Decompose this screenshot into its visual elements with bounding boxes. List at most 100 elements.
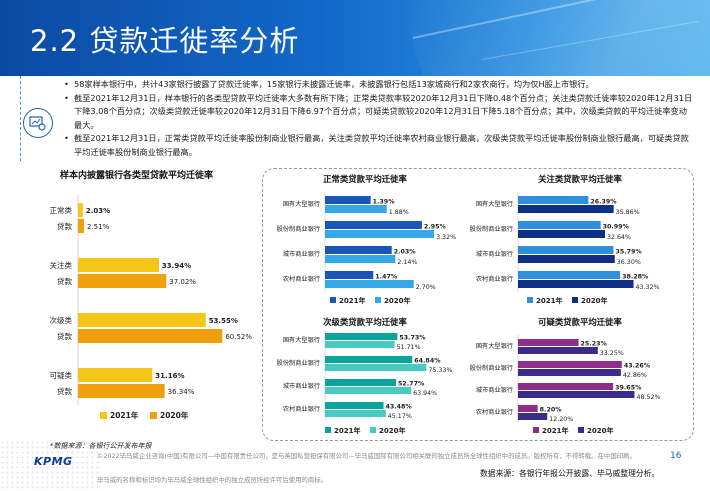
category-label: 城市商业银行 [476, 250, 513, 258]
dot-pattern [0, 440, 100, 491]
bar-2020 [325, 410, 386, 417]
category-label: 股份制商业银行 [470, 364, 513, 372]
data-label: 2.51% [87, 223, 110, 231]
data-label: 12.20% [549, 416, 573, 423]
category-label: 农村商业银行 [476, 408, 513, 416]
legend-swatch-2020 [370, 427, 376, 433]
data-label: 53.55% [209, 317, 238, 325]
disclaimer-text: 毕马威的名称和标识均为毕马威全球性组织中的独立成员所经许可后使用的商标。 [97, 476, 328, 484]
legend-label: 2020年 [587, 426, 613, 435]
data-label: 53.73% [399, 335, 426, 342]
category-label: 城市商业银行 [283, 250, 320, 258]
bar-2021 [325, 221, 422, 229]
page-number: 16 [670, 451, 682, 461]
legend-label: 2021年 [542, 426, 568, 435]
category-label: 贷款 [57, 276, 72, 286]
legend-swatch-2021 [527, 297, 533, 303]
data-label: 75.33% [428, 367, 452, 374]
bullet-item: 截至2021年12月31日，样本银行的各类型贷款平均迁徙率大多数有所下降；正常类… [64, 92, 694, 133]
legend-label: 2021年 [339, 296, 365, 305]
bar-2021 [78, 203, 83, 217]
data-label: 33.25% [600, 350, 624, 357]
left-bar-chart: 正常类贷款2.03%2.51%关注类贷款33.94%37.02%次级类贷款53.… [50, 195, 252, 420]
category-label: 贷款 [57, 221, 72, 231]
bar-2020 [325, 255, 396, 263]
legend-swatch-2020 [578, 427, 584, 433]
chart-title: 次级类贷款平均迁徙率 [323, 317, 407, 327]
analysis-icon [23, 108, 53, 138]
category-label: 股份制商业银行 [277, 359, 320, 367]
category-label: 股份制商业银行 [470, 225, 513, 233]
data-label: 1.39% [373, 199, 396, 206]
data-label: 36.34% [168, 388, 195, 396]
bar-2020 [518, 413, 548, 420]
bar-2021 [518, 221, 601, 229]
data-label: 2.95% [424, 224, 447, 231]
bar-2021 [518, 405, 538, 412]
data-label: 48.52% [636, 394, 660, 401]
bar-2021 [518, 383, 614, 390]
legend-label: 2020年 [160, 410, 189, 420]
bar-2021 [325, 196, 371, 204]
bar-2020 [325, 387, 412, 394]
gear-chart-icon [29, 116, 46, 131]
data-label: 51.71% [397, 344, 421, 351]
category-label: 国有大型银行 [283, 200, 320, 208]
legend-label: 2020年 [379, 426, 405, 435]
category-label: 正常类 [50, 205, 73, 215]
data-label: 2.03% [86, 207, 110, 215]
category-label: 股份制商业银行 [277, 225, 320, 233]
data-label: 39.65% [615, 385, 642, 392]
bar-2021 [78, 368, 153, 382]
legend-swatch-2021 [330, 297, 336, 303]
data-label: 42.86% [623, 372, 647, 379]
legend-swatch-2020 [150, 412, 157, 419]
bar-2021 [518, 339, 579, 346]
category-label: 农村商业银行 [283, 405, 320, 413]
bar-2021 [325, 402, 384, 409]
category-label: 农村商业银行 [476, 275, 513, 283]
bar-2021 [518, 246, 614, 254]
data-label: 30.99% [603, 224, 630, 231]
data-label: 2.70% [416, 284, 436, 291]
chart-title: 正常类贷款平均迁徙率 [323, 174, 407, 184]
bar-2020 [325, 364, 427, 371]
data-label: 43.26% [624, 363, 651, 370]
bar-2021 [325, 379, 397, 386]
data-label: 36.30% [617, 259, 641, 266]
legend-swatch-2020 [375, 297, 381, 303]
chart-title: 可疑类贷款平均迁徙率 [538, 317, 622, 327]
legend-swatch-2021 [100, 412, 107, 419]
page-title: 2.2 贷款迁徙率分析 [30, 24, 300, 58]
data-label: 43.32% [636, 284, 660, 291]
category-label: 次级类 [50, 315, 73, 325]
data-label: 2.14% [397, 259, 417, 266]
category-label: 国有大型银行 [283, 336, 320, 344]
legend-label: 2021年 [110, 410, 139, 420]
category-label: 国有大型银行 [476, 342, 513, 350]
category-label: 关注类 [50, 260, 73, 270]
category-label: 贷款 [57, 386, 72, 396]
bar-2020 [518, 205, 614, 213]
data-label: 60.52% [225, 333, 252, 341]
data-label: 33.94% [162, 262, 191, 270]
data-label: 38.28% [622, 274, 649, 281]
data-label: 2.03% [394, 249, 417, 256]
data-label: 31.16% [155, 372, 184, 380]
legend-label: 2021年 [334, 426, 360, 435]
bar-2020 [325, 230, 435, 238]
bar-2021 [325, 271, 374, 279]
bar-2020 [518, 347, 598, 354]
bar-2021 [325, 333, 398, 340]
data-label: 25.23% [581, 341, 608, 348]
data-label: 32.64% [607, 234, 631, 241]
data-label: 8.20% [540, 407, 563, 414]
bar-2020 [518, 255, 615, 263]
bar-2020 [325, 280, 414, 288]
bar-2021 [78, 258, 159, 272]
left-chart-title: 样本内披露银行各类型贷款平均迁徙率 [60, 171, 214, 181]
bullet-item: 58家样本银行中，共计43家银行披露了贷款迁徙率，15家银行未披露迁徙率，未披露… [64, 78, 694, 92]
